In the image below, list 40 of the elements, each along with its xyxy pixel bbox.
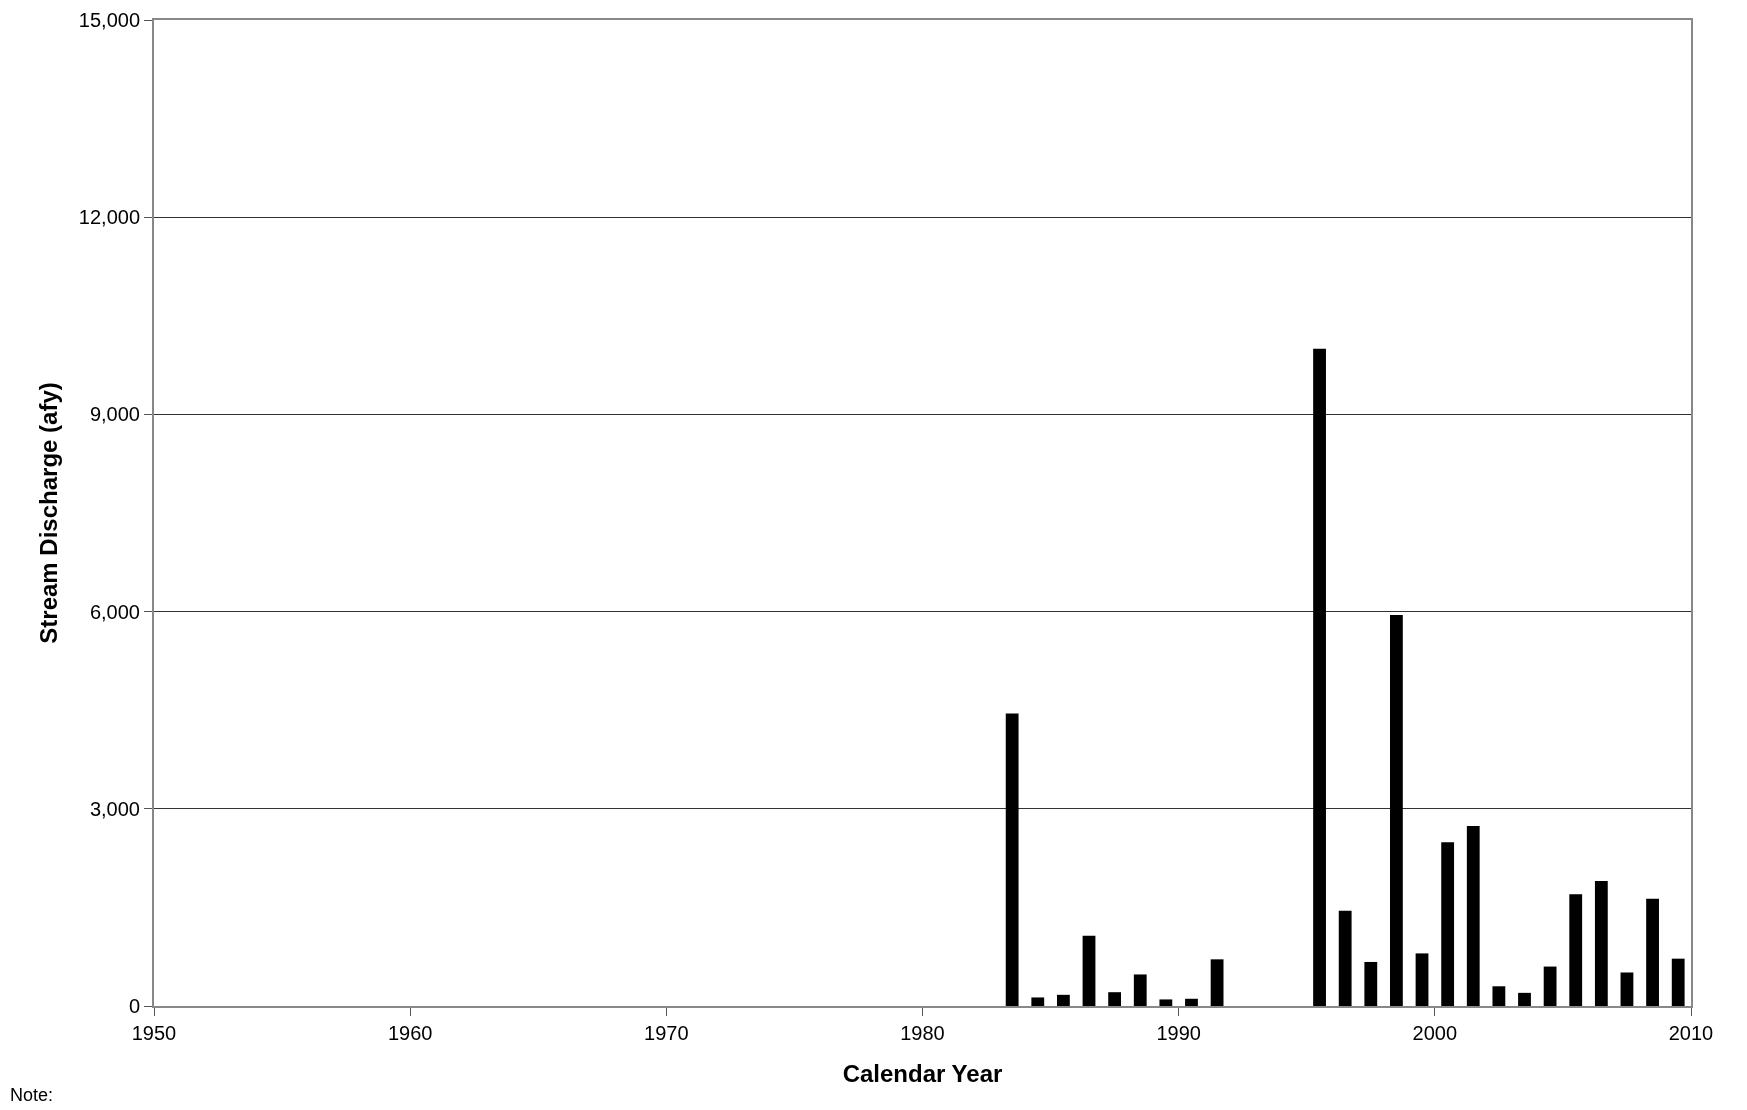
- bar: [1620, 972, 1634, 1006]
- x-tick-label: 1960: [387, 1022, 433, 1044]
- bar: [1159, 999, 1173, 1006]
- bar: [1441, 842, 1455, 1006]
- bar: [1082, 935, 1096, 1006]
- bar: [1415, 953, 1429, 1006]
- bar: [1671, 958, 1685, 1006]
- y-tick-label: 3,000: [89, 797, 140, 820]
- x-tick-label: 1980: [900, 1022, 945, 1044]
- text: Note:: [10, 1085, 54, 1105]
- bar: [1492, 986, 1506, 1006]
- bar: [1594, 881, 1608, 1006]
- bar: [1364, 961, 1378, 1006]
- y-tick-label: 6,000: [89, 600, 140, 623]
- x-tick-label: 1990: [1156, 1022, 1201, 1044]
- bar: [1313, 348, 1326, 1006]
- y-tick-label: 12,000: [78, 206, 140, 229]
- bar: [1108, 992, 1122, 1006]
- bar: [1466, 825, 1480, 1006]
- x-tick-label: 1970: [644, 1022, 689, 1044]
- bar: [1518, 992, 1531, 1006]
- y-tick-label: 15,000: [78, 9, 140, 31]
- bar: [1569, 894, 1583, 1006]
- bar: [1646, 898, 1659, 1006]
- y-axis-title: Stream Discharge (afy): [35, 382, 63, 644]
- y-tick-label: 9,000: [89, 403, 140, 426]
- bar: [1390, 614, 1403, 1006]
- bar: [1210, 959, 1224, 1006]
- x-axis-title: Calendar Year: [842, 1059, 1003, 1087]
- x-tick-label: 2000: [1412, 1022, 1458, 1044]
- bar: [1338, 910, 1352, 1006]
- bar: [1031, 997, 1045, 1006]
- x-tick-label: 2010: [1668, 1022, 1714, 1044]
- bar: [1543, 966, 1557, 1006]
- bar: [1005, 713, 1019, 1006]
- y-tick-label: 0: [128, 995, 140, 1017]
- bar: [1056, 994, 1070, 1006]
- x-tick-label: 1950: [131, 1022, 177, 1044]
- bar: [1185, 998, 1198, 1006]
- bar: [1133, 974, 1147, 1006]
